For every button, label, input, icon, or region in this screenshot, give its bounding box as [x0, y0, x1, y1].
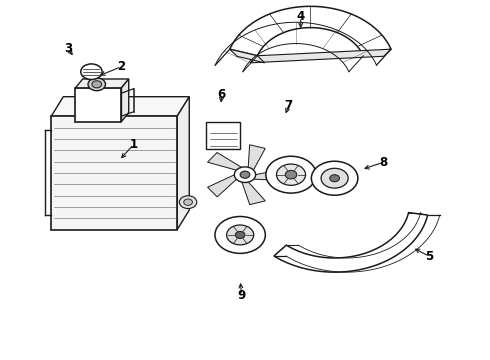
Polygon shape	[75, 88, 122, 122]
Polygon shape	[51, 116, 177, 230]
Polygon shape	[274, 212, 428, 272]
Circle shape	[184, 199, 193, 205]
Bar	[206, 122, 240, 149]
Text: 1: 1	[129, 138, 138, 151]
Circle shape	[240, 171, 250, 178]
Text: 3: 3	[64, 42, 72, 55]
Polygon shape	[122, 79, 129, 122]
Polygon shape	[208, 153, 244, 171]
Polygon shape	[248, 145, 265, 172]
Circle shape	[311, 161, 358, 195]
Circle shape	[330, 175, 340, 182]
Circle shape	[235, 231, 245, 238]
Circle shape	[276, 164, 306, 185]
Circle shape	[81, 64, 102, 80]
Circle shape	[234, 167, 256, 183]
Text: 8: 8	[379, 156, 387, 169]
Circle shape	[285, 170, 297, 179]
Polygon shape	[250, 49, 391, 63]
Polygon shape	[242, 180, 265, 204]
Polygon shape	[75, 79, 129, 88]
Polygon shape	[208, 174, 238, 197]
Text: 6: 6	[218, 89, 226, 102]
Text: 5: 5	[425, 250, 433, 263]
Circle shape	[215, 216, 266, 253]
Circle shape	[92, 81, 101, 88]
Text: 7: 7	[285, 99, 293, 112]
Circle shape	[226, 225, 254, 245]
Polygon shape	[177, 97, 189, 230]
Text: 9: 9	[238, 289, 245, 302]
Polygon shape	[51, 97, 189, 116]
Circle shape	[179, 196, 197, 208]
Text: 2: 2	[118, 60, 125, 73]
Circle shape	[88, 78, 105, 91]
Circle shape	[266, 156, 316, 193]
Polygon shape	[230, 49, 265, 63]
Polygon shape	[251, 169, 285, 181]
Polygon shape	[230, 6, 391, 56]
Text: 4: 4	[296, 10, 305, 23]
Circle shape	[321, 168, 348, 188]
